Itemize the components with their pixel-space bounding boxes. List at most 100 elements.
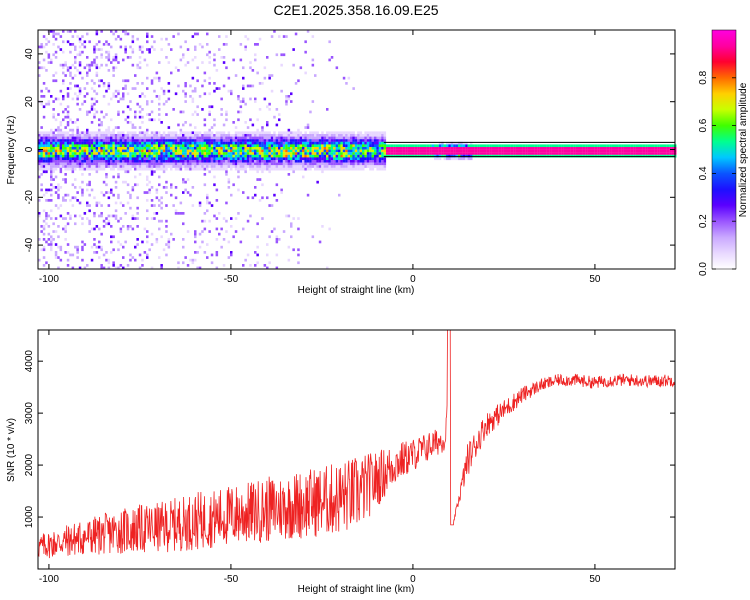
spectrogram-cell <box>587 149 591 153</box>
spectrogram-cell <box>100 141 103 145</box>
spectrogram-cell <box>134 157 137 161</box>
spectrogram-cell <box>160 219 163 223</box>
spectrogram-cell <box>539 144 543 148</box>
spectrogram-cell <box>642 144 646 148</box>
spectrogram-cell <box>74 165 77 168</box>
spectrogram-cell <box>64 160 67 163</box>
spectrogram-cell <box>146 191 149 194</box>
spectrogram-cell <box>105 183 108 187</box>
spectrogram-cell <box>496 154 499 158</box>
spectrogram-cell <box>666 144 670 148</box>
spectrogram-cell <box>160 37 163 41</box>
spectrogram-cell <box>450 157 454 161</box>
spectrogram-cell <box>162 102 166 106</box>
spectrogram-cell <box>122 157 125 161</box>
spectrogram-cell <box>146 149 149 153</box>
spectrogram-cell <box>42 66 46 70</box>
spectrogram-cell <box>52 32 55 36</box>
spectrogram-cell <box>83 139 87 142</box>
spectrogram-cell <box>59 128 63 132</box>
spectrogram-cell <box>196 149 199 153</box>
spectrogram-cell <box>215 141 219 145</box>
spectrogram-cell <box>273 136 276 140</box>
spectrogram-cell <box>146 183 149 187</box>
spectrogram-cell <box>114 66 118 70</box>
spectrogram-cell <box>179 144 183 148</box>
spectrogram-cell <box>165 139 168 142</box>
spectrogram-cell <box>441 144 444 148</box>
spectrogram-cell <box>122 131 125 135</box>
spectrogram-cell <box>299 165 303 168</box>
spectrogram-cell <box>83 141 87 145</box>
spectrogram-cell <box>186 131 190 135</box>
spectrogram-cell <box>362 160 365 163</box>
spectrogram-cell <box>489 154 492 158</box>
spectrogram-cell <box>162 136 166 140</box>
spectrogram-cell <box>155 144 159 148</box>
spectrogram-cell <box>146 157 149 161</box>
spectrogram-cell <box>371 144 375 148</box>
spectrogram-cell <box>400 147 403 150</box>
spectrogram-cell <box>119 165 123 168</box>
spectrogram-cell <box>194 162 197 166</box>
spectrogram-cell <box>462 157 466 161</box>
spectrogram-cell <box>114 180 118 184</box>
spectrogram-cell <box>239 154 243 158</box>
spectrogram-cell <box>50 165 53 168</box>
spectrogram-cell <box>194 134 197 137</box>
spectrogram-cell <box>102 167 106 171</box>
spectrogram-cell <box>131 48 135 51</box>
spectrogram-cell <box>561 149 564 153</box>
spectrogram-cell <box>338 136 341 140</box>
spectrogram-cell <box>172 154 175 158</box>
spectrogram-cell <box>218 141 221 145</box>
spectrogram-cell <box>352 157 355 161</box>
spectrogram-cell <box>222 157 226 161</box>
spectrogram-cell <box>146 256 149 259</box>
spectrogram-cell <box>218 48 221 51</box>
spectrogram-cell <box>131 154 135 158</box>
spectrogram-cell <box>93 162 96 166</box>
spectrogram-cell <box>198 147 202 150</box>
spectrogram-cell <box>160 264 163 267</box>
spectrogram-cell <box>482 144 485 148</box>
spectrogram-cell <box>100 152 103 155</box>
spectrogram-cell <box>342 160 346 163</box>
spectrogram-cell <box>105 162 108 166</box>
spectrogram-cell <box>100 53 103 57</box>
spectrogram-cell <box>239 58 243 62</box>
spectrogram-cell <box>158 256 161 259</box>
spectrogram-cell <box>66 131 70 135</box>
spectrogram-cell <box>138 141 142 145</box>
spectrogram-cell <box>304 160 307 163</box>
spectrogram-cell <box>664 144 667 148</box>
spectrogram-cell <box>314 152 317 155</box>
spectrogram-cell <box>138 134 142 137</box>
spectrogram-cell <box>146 162 149 166</box>
spectrogram-cell <box>194 56 197 59</box>
spectrogram-cell <box>246 157 250 161</box>
spectrogram-cell <box>633 152 636 155</box>
spectrogram-cell <box>64 225 67 228</box>
spectrogram-cell <box>282 139 286 142</box>
spectrogram-cell <box>114 56 118 59</box>
spectrogram-cell <box>210 141 214 145</box>
spectrogram-cell <box>316 167 319 171</box>
spectrogram-cell <box>273 160 276 163</box>
spectrogram-cell <box>47 139 51 142</box>
spectrogram-cell <box>304 162 307 166</box>
spectrogram-cell <box>78 141 82 145</box>
spectrogram-cell <box>126 165 130 168</box>
spectrogram-cell <box>88 204 91 207</box>
spectrogram-cell <box>239 149 243 153</box>
spectrogram-cell <box>472 154 475 158</box>
spectrogram-cell <box>215 165 219 168</box>
spectrogram-cell <box>90 61 94 64</box>
spectrogram-cell <box>174 144 178 148</box>
spectrogram-cell <box>215 144 219 148</box>
spectrogram-cell <box>316 160 319 163</box>
spectrogram-cell <box>225 219 228 223</box>
spectrogram-cell <box>71 147 75 150</box>
spectrogram-cell <box>57 196 60 200</box>
spectrogram-cell <box>143 141 147 145</box>
